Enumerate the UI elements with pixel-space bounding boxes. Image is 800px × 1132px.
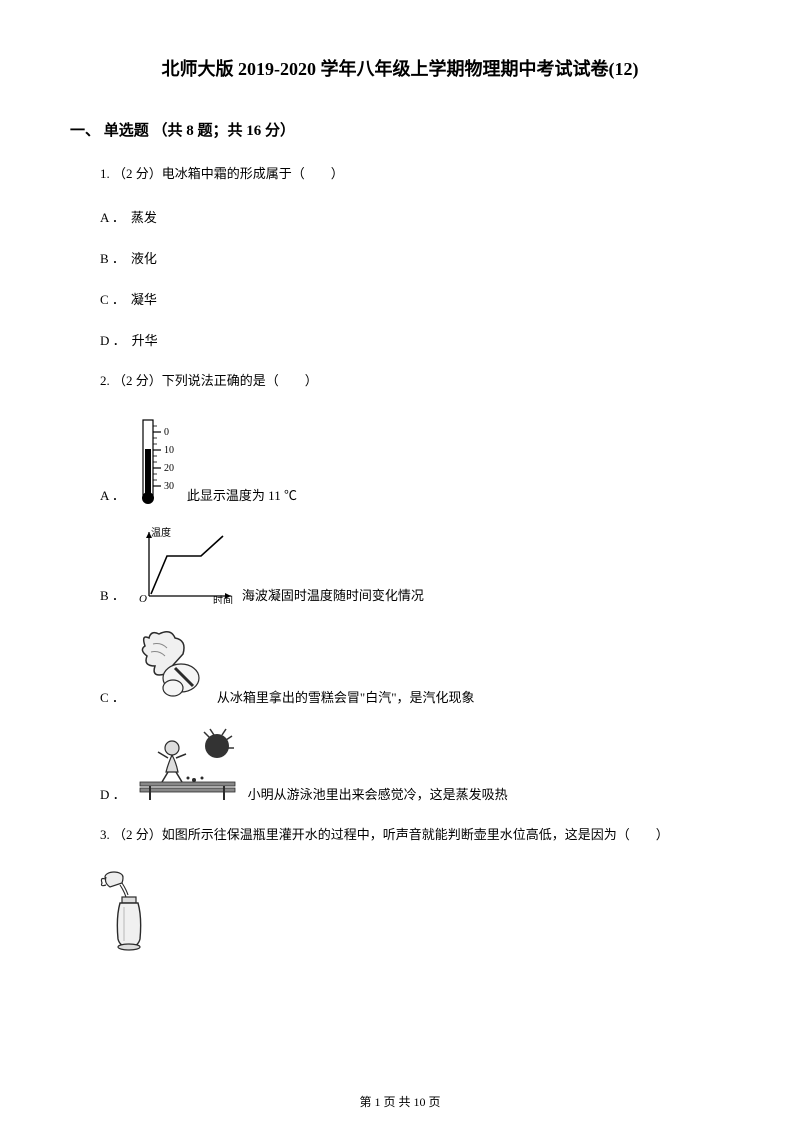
q2-option-d: D ． 小明从游泳池里出来会感觉冷，这是蒸发吸热 bbox=[100, 728, 730, 803]
option-text: 凝华 bbox=[131, 289, 157, 308]
section-header: 一、 单选题 （共 8 题；共 16 分） bbox=[70, 119, 730, 140]
q2-option-a: A ． 0 10 20 30 此显示温度为 11 ℃ bbox=[100, 414, 730, 504]
graph-xlabel: 时间 bbox=[213, 594, 233, 604]
option-label: C ． bbox=[100, 289, 125, 308]
page-footer: 第 1 页 共 10 页 bbox=[0, 1093, 800, 1110]
thermometer-tick-0: 0 bbox=[164, 427, 169, 438]
option-text: 升华 bbox=[132, 330, 158, 349]
thermometer-tick-20: 20 bbox=[164, 463, 174, 474]
q1-option-d: D ． 升华 bbox=[100, 330, 730, 349]
q2-option-c: C ． 从冰箱里拿出的雪糕会冒"白汽"，是汽化现象 bbox=[100, 626, 730, 706]
option-text: 此显示温度为 11 ℃ bbox=[187, 485, 297, 504]
option-label: C ． bbox=[100, 687, 125, 706]
option-text: 小明从游泳池里出来会感觉冷，这是蒸发吸热 bbox=[248, 784, 508, 803]
option-text: 从冰箱里拿出的雪糕会冒"白汽"，是汽化现象 bbox=[217, 687, 475, 706]
q3-figure bbox=[100, 867, 730, 952]
temperature-graph-icon: 温度 时间 O bbox=[131, 526, 236, 604]
q3-stem: 3. （2 分）如图所示往保温瓶里灌开水的过程中，听声音就能判断壶里水位高低，这… bbox=[100, 825, 730, 846]
page-title: 北师大版 2019-2020 学年八年级上学期物理期中考试试卷(12) bbox=[70, 55, 730, 81]
option-label: A ． bbox=[100, 485, 125, 504]
q1-option-c: C ． 凝华 bbox=[100, 289, 730, 308]
option-text: 蒸发 bbox=[131, 207, 157, 226]
popsicle-icon bbox=[131, 626, 211, 706]
option-label: B ． bbox=[100, 248, 125, 267]
thermometer-icon: 0 10 20 30 bbox=[131, 414, 181, 504]
q1-option-b: B ． 液化 bbox=[100, 248, 730, 267]
option-label: D ． bbox=[100, 784, 126, 803]
q2-stem: 2. （2 分）下列说法正确的是（ ） bbox=[100, 371, 730, 392]
graph-origin: O bbox=[139, 593, 147, 604]
thermos-icon bbox=[100, 867, 158, 952]
option-label: D ． bbox=[100, 330, 126, 349]
q1-stem: 1. （2 分）电冰箱中霜的形成属于（ ） bbox=[100, 164, 730, 185]
swimmer-icon bbox=[132, 728, 242, 803]
option-label: B ． bbox=[100, 585, 125, 604]
option-text: 液化 bbox=[131, 248, 157, 267]
graph-ylabel: 温度 bbox=[151, 526, 171, 539]
option-label: A ． bbox=[100, 207, 125, 226]
q1-option-a: A ． 蒸发 bbox=[100, 207, 730, 226]
thermometer-tick-30: 30 bbox=[164, 481, 174, 492]
option-text: 海波凝固时温度随时间变化情况 bbox=[242, 585, 424, 604]
thermometer-tick-10: 10 bbox=[164, 445, 174, 456]
q2-option-b: B ． 温度 时间 O 海波凝固时温度随时间变化情况 bbox=[100, 526, 730, 604]
